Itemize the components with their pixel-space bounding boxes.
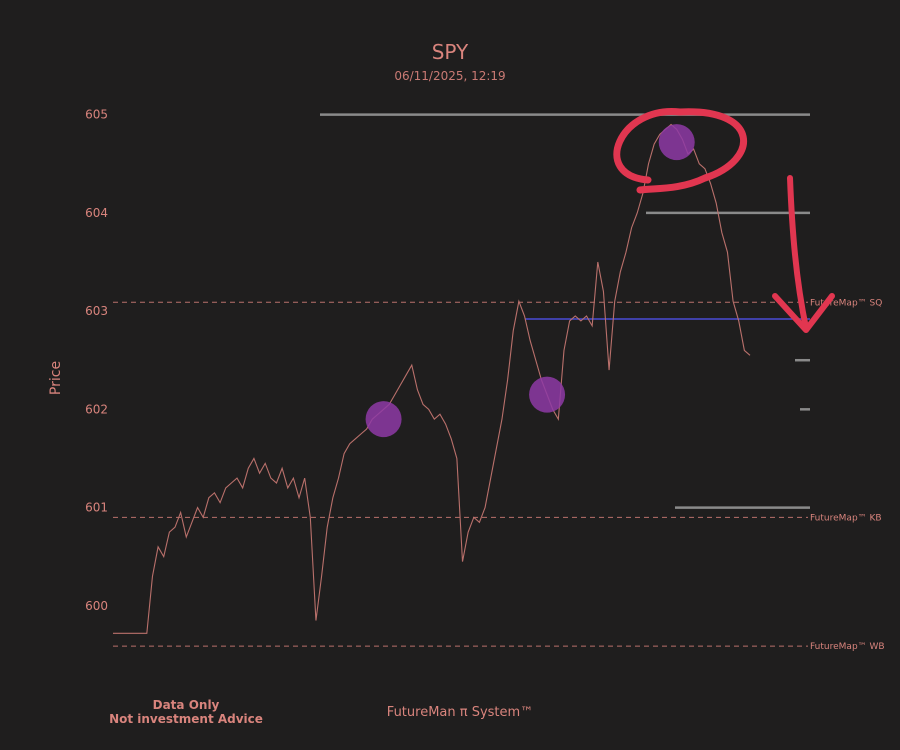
highlight-marker bbox=[365, 401, 402, 438]
highlight-marker bbox=[658, 124, 695, 161]
price-line bbox=[113, 123, 751, 634]
disclaimer-line-1: Data Only bbox=[152, 698, 220, 712]
reference-line-label: FutureMap™ KB bbox=[810, 513, 882, 523]
y-tick-label: 600 bbox=[85, 599, 108, 613]
reference-line-label: FutureMap™ SQ bbox=[810, 298, 882, 308]
disclaimer-line-2: Not investment Advice bbox=[109, 712, 263, 726]
annotation-arrow-head bbox=[772, 293, 835, 333]
chart-subtitle: 06/11/2025, 12:19 bbox=[394, 69, 506, 83]
system-label: FutureMan π System™ bbox=[386, 705, 534, 720]
chart-title: SPY bbox=[431, 40, 469, 64]
y-tick-label: 603 bbox=[85, 304, 108, 318]
y-tick-label: 605 bbox=[85, 108, 108, 122]
reference-line-label: FutureMap™ WB bbox=[810, 642, 885, 652]
y-tick-label: 604 bbox=[85, 206, 108, 220]
annotation-loop bbox=[613, 108, 747, 194]
y-tick-label: 601 bbox=[85, 501, 108, 515]
disclaimer: Data Only Not investment Advice bbox=[100, 698, 272, 726]
y-axis-label: Price bbox=[48, 360, 64, 396]
y-tick-label: 602 bbox=[85, 402, 108, 416]
highlight-marker bbox=[529, 376, 566, 413]
annotation-arrow-shaft bbox=[787, 175, 809, 331]
